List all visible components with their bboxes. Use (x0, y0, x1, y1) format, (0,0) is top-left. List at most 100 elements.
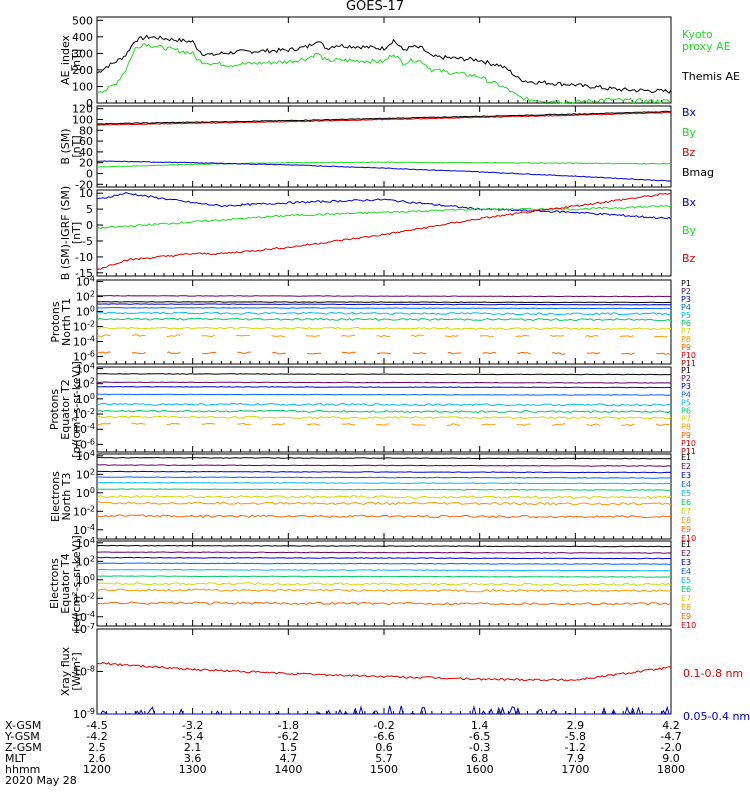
flux-channel-line (96, 601, 672, 606)
series-line (96, 34, 672, 94)
orbit-row-value: 1800 (657, 763, 685, 776)
channel-label: E9 (681, 525, 691, 534)
flux-channel-line (96, 326, 672, 331)
flux-channel-line (96, 481, 672, 485)
orbit-row-value: 1500 (370, 763, 398, 776)
channel-label: P4 (681, 303, 691, 312)
orbit-row-value: 0.6 (375, 741, 393, 754)
channel-label: P10 (681, 439, 696, 448)
orbit-row-label: X-GSM (5, 719, 41, 732)
channel-label: E10 (681, 621, 696, 630)
channel-label: E8 (681, 603, 691, 612)
orbit-row-value: 1700 (561, 763, 589, 776)
y-tick-label: -10 (75, 251, 93, 264)
y-tick-label: 0 (86, 97, 93, 110)
orbit-row-value: -6.5 (469, 730, 490, 743)
flux-channel-line (96, 575, 672, 578)
y-tick-label: 120 (72, 103, 93, 116)
y-tick-label: 102 (76, 467, 95, 481)
orbit-row-label: Y-GSM (4, 730, 40, 743)
legend-entry: Themis AE (681, 70, 740, 83)
channel-label: P1 (681, 366, 691, 375)
channel-label: E6 (681, 585, 691, 594)
channel-label: 0.1-0.8 nm (683, 667, 743, 680)
orbit-row-value: -5.4 (182, 730, 203, 743)
flux-channel-line (96, 501, 672, 506)
series-line (96, 160, 672, 182)
orbit-row-value: -5.8 (565, 730, 586, 743)
channel-label: P11 (681, 359, 696, 368)
y-tick-label: 5 (86, 203, 93, 216)
y-tick-label: 10-4 (73, 523, 95, 537)
xray-long-channel-line (96, 661, 672, 682)
series-line (97, 42, 672, 105)
y-tick-label: 300 (72, 47, 93, 60)
channel-label: E5 (681, 576, 691, 585)
orbit-row-value: -6.2 (278, 730, 299, 743)
orbit-row-value: -0.2 (373, 719, 394, 732)
y-axis-label: North T1 (60, 298, 73, 346)
legend-entry: Bx (682, 106, 697, 119)
series-line (96, 192, 671, 271)
orbit-row-value: 2.5 (88, 741, 106, 754)
orbit-row-label: Z-GSM (5, 741, 42, 754)
orbit-row-value: 6.8 (471, 752, 489, 765)
orbit-row-value: 2.1 (184, 741, 202, 754)
y-axis-label: Protons (48, 389, 61, 430)
flux-channel-line (96, 351, 672, 355)
legend-entry: By (682, 224, 697, 237)
channel-label: E4 (681, 480, 691, 489)
flux-channel-line (96, 494, 672, 499)
series-line (96, 110, 671, 125)
channel-label: P5 (681, 311, 691, 320)
flux-channel-line (96, 381, 672, 384)
panel-frame (96, 366, 672, 453)
channel-label: P2 (681, 374, 691, 383)
channel-label: P9 (681, 431, 691, 440)
orbit-row-value: 7.9 (567, 752, 585, 765)
channel-label: E1 (681, 540, 691, 549)
flux-channel-line (96, 393, 672, 396)
panel-frame (96, 279, 672, 365)
y-axis-label: North T3 (60, 473, 73, 521)
channel-label: P7 (681, 327, 691, 336)
flux-channel-line (97, 476, 672, 479)
channel-label: P1 (681, 279, 691, 288)
flux-channel-line (97, 464, 672, 467)
legend-entry: Bmag (682, 166, 714, 179)
y-axis-label: B (SM) (59, 128, 72, 164)
flux-channel-line (96, 334, 672, 338)
flux-channel-line (96, 301, 672, 304)
y-tick-label: 100 (76, 486, 95, 500)
flux-channel-line (97, 295, 672, 298)
flux-channel-line (96, 422, 672, 427)
flux-channel-line (97, 373, 672, 376)
flux-channel-line (96, 456, 672, 460)
channel-label: E6 (681, 498, 691, 507)
channel-label: P2 (681, 287, 691, 296)
channel-label: P8 (681, 423, 691, 432)
channel-label: P6 (681, 407, 691, 416)
channel-label: E3 (681, 558, 691, 567)
y-axis-label: Equator T2 (59, 379, 72, 439)
y-axis-label: Protons (49, 301, 62, 342)
channel-label: P4 (681, 390, 691, 399)
flux-channel-line (96, 307, 672, 310)
y-tick-label: 100 (76, 305, 95, 319)
flux-channel-line (96, 402, 672, 407)
y-axis-label: [W/m²] (70, 652, 83, 690)
orbit-row-value: 5.7 (375, 752, 393, 765)
legend-entry: By (682, 126, 697, 139)
orbit-row-value: 1200 (83, 763, 111, 776)
date-label: 2020 May 28 (5, 774, 77, 787)
y-tick-label: 0 (86, 219, 93, 232)
channel-label: P7 (681, 415, 691, 424)
flux-channel-line (96, 551, 672, 554)
flux-channel-line (96, 415, 672, 420)
channel-label: 0.05-0.4 nm (683, 710, 750, 723)
channel-label: P10 (681, 351, 696, 360)
panel-frame (96, 16, 672, 104)
y-tick-label: 10-2 (73, 320, 95, 334)
legend-entry: Bz (682, 146, 696, 159)
